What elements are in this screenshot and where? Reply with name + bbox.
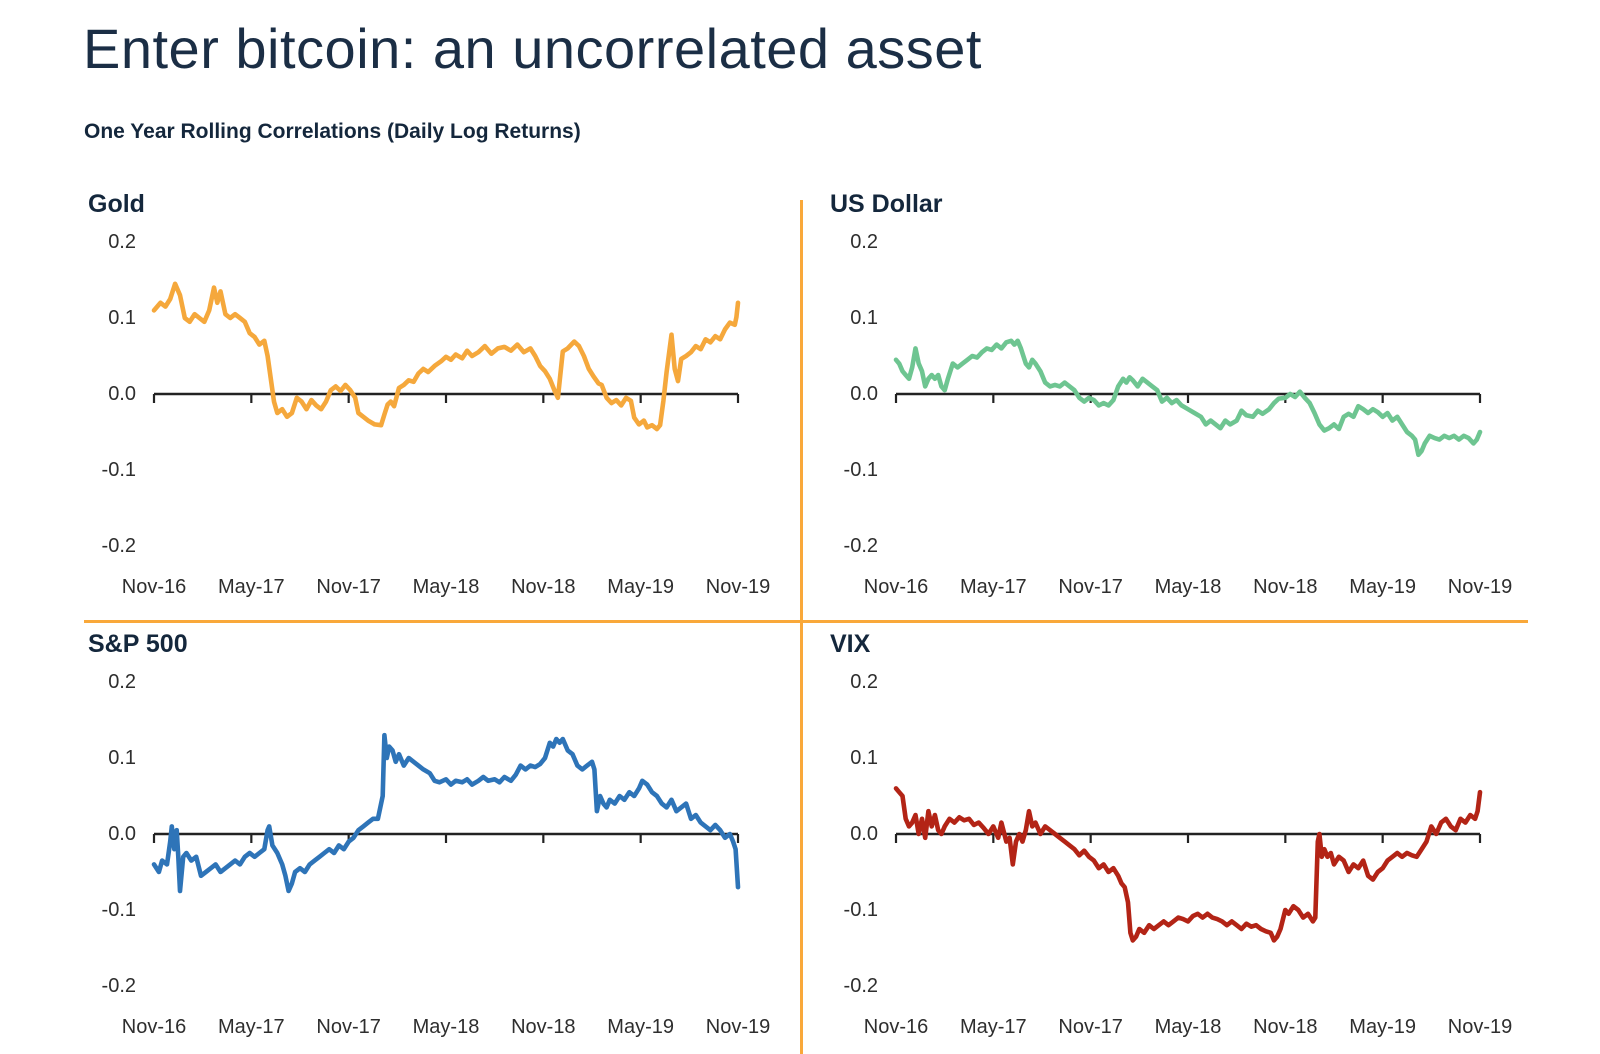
y-tick-label: -0.2: [101, 975, 136, 997]
x-tick-label: Nov-17: [1058, 576, 1123, 598]
y-axis-labels: 0.2 0.1 0.0 -0.1 -0.2: [826, 228, 878, 570]
x-tick-label: Nov-19: [1447, 1016, 1513, 1038]
x-tick-label: Nov-17: [316, 576, 381, 598]
y-axis-labels: 0.2 0.1 0.0 -0.1 -0.2: [826, 668, 878, 1010]
y-axis-labels: 0.2 0.1 0.0 -0.1 -0.2: [84, 668, 136, 1010]
x-tick-label: Nov-19: [1447, 576, 1513, 598]
y-tick-label: 0.1: [108, 747, 136, 769]
y-tick-label: -0.2: [843, 975, 878, 997]
x-tick-label: May-17: [959, 576, 1027, 598]
y-tick-label: -0.2: [101, 535, 136, 557]
x-tick-label: May-18: [1154, 1016, 1222, 1038]
x-tick-label: May-19: [1349, 1016, 1417, 1038]
y-tick-label: -0.1: [101, 459, 136, 481]
y-tick-label: -0.2: [843, 535, 878, 557]
chart-gold: Gold 0.2 0.1 0.0 -0.1 -0.2 Nov-16 May-17 Nov-1…: [84, 190, 770, 602]
x-axis-labels: Nov-16 May-17 Nov-17 May-18 Nov-18 May-19 Nov-…: [122, 576, 770, 602]
quadrant-divider-vertical: [800, 200, 803, 1054]
x-tick-label: Nov-16: [121, 576, 187, 598]
x-tick-label: May-18: [1154, 576, 1222, 598]
vix-line-plot: [893, 786, 1483, 943]
chart-us-dollar: US Dollar 0.2 0.1 0.0 -0.1 -0.2 Nov-16 May-17…: [826, 190, 1512, 602]
y-tick-label: -0.1: [843, 459, 878, 481]
x-axis-labels: Nov-16 May-17 Nov-17 May-18 Nov-18 May-19 Nov-…: [864, 1016, 1512, 1042]
x-tick-label: Nov-17: [1058, 1016, 1123, 1038]
x-tick-label: May-19: [607, 1016, 675, 1038]
chart-vix: VIX 0.2 0.1 0.0 -0.1 -0.2 Nov-16 May-17 Nov-17…: [826, 630, 1512, 1042]
x-tick-label: May-18: [412, 1016, 480, 1038]
quadrant-divider-horizontal: [84, 620, 1528, 623]
y-tick-label: -0.1: [101, 899, 136, 921]
x-tick-label: May-17: [959, 1016, 1027, 1038]
x-tick-label: May-17: [217, 1016, 285, 1038]
chart-sp500: S&P 500 0.2 0.1 0.0 -0.1 -0.2 Nov-16 May-17 No…: [84, 630, 770, 1042]
y-tick-label: 0.2: [108, 671, 136, 693]
y-tick-label: 0.0: [850, 823, 878, 845]
gold-line-plot: [151, 281, 741, 432]
y-axis-labels: 0.2 0.1 0.0 -0.1 -0.2: [84, 228, 136, 570]
x-tick-label: May-17: [217, 576, 285, 598]
page-title: Enter bitcoin: an uncorrelated asset: [83, 17, 982, 80]
y-tick-label: 0.2: [850, 231, 878, 253]
x-tick-label: Nov-19: [705, 576, 771, 598]
y-tick-label: 0.1: [850, 307, 878, 329]
x-tick-label: Nov-16: [863, 576, 929, 598]
x-tick-label: Nov-18: [511, 576, 576, 598]
x-tick-label: Nov-18: [1253, 1016, 1318, 1038]
y-tick-label: 0.1: [850, 747, 878, 769]
y-tick-label: 0.2: [108, 231, 136, 253]
y-tick-label: 0.0: [850, 383, 878, 405]
x-axis-labels: Nov-16 May-17 Nov-17 May-18 Nov-18 May-19 Nov-…: [864, 576, 1512, 602]
us-dollar-line-plot: [893, 338, 1483, 458]
y-tick-label: 0.2: [850, 671, 878, 693]
sp500-line-plot: [151, 732, 741, 894]
x-tick-label: Nov-17: [316, 1016, 381, 1038]
y-tick-label: 0.0: [108, 383, 136, 405]
chart-title-us-dollar: US Dollar: [830, 190, 943, 218]
x-tick-label: May-19: [607, 576, 675, 598]
y-tick-label: 0.0: [108, 823, 136, 845]
page-subtitle: One Year Rolling Correlations (Daily Log…: [84, 120, 581, 143]
x-tick-label: May-18: [412, 576, 480, 598]
y-tick-label: 0.1: [108, 307, 136, 329]
y-tick-label: -0.1: [843, 899, 878, 921]
x-tick-label: Nov-16: [863, 1016, 929, 1038]
chart-title-vix: VIX: [830, 630, 871, 658]
x-tick-label: May-19: [1349, 576, 1417, 598]
x-tick-label: Nov-16: [121, 1016, 187, 1038]
chart-title-gold: Gold: [88, 190, 145, 218]
x-tick-label: Nov-19: [705, 1016, 771, 1038]
x-axis-labels: Nov-16 May-17 Nov-17 May-18 Nov-18 May-19 Nov-…: [122, 1016, 770, 1042]
chart-title-sp500: S&P 500: [88, 630, 188, 658]
x-tick-label: Nov-18: [1253, 576, 1318, 598]
x-tick-label: Nov-18: [511, 1016, 576, 1038]
